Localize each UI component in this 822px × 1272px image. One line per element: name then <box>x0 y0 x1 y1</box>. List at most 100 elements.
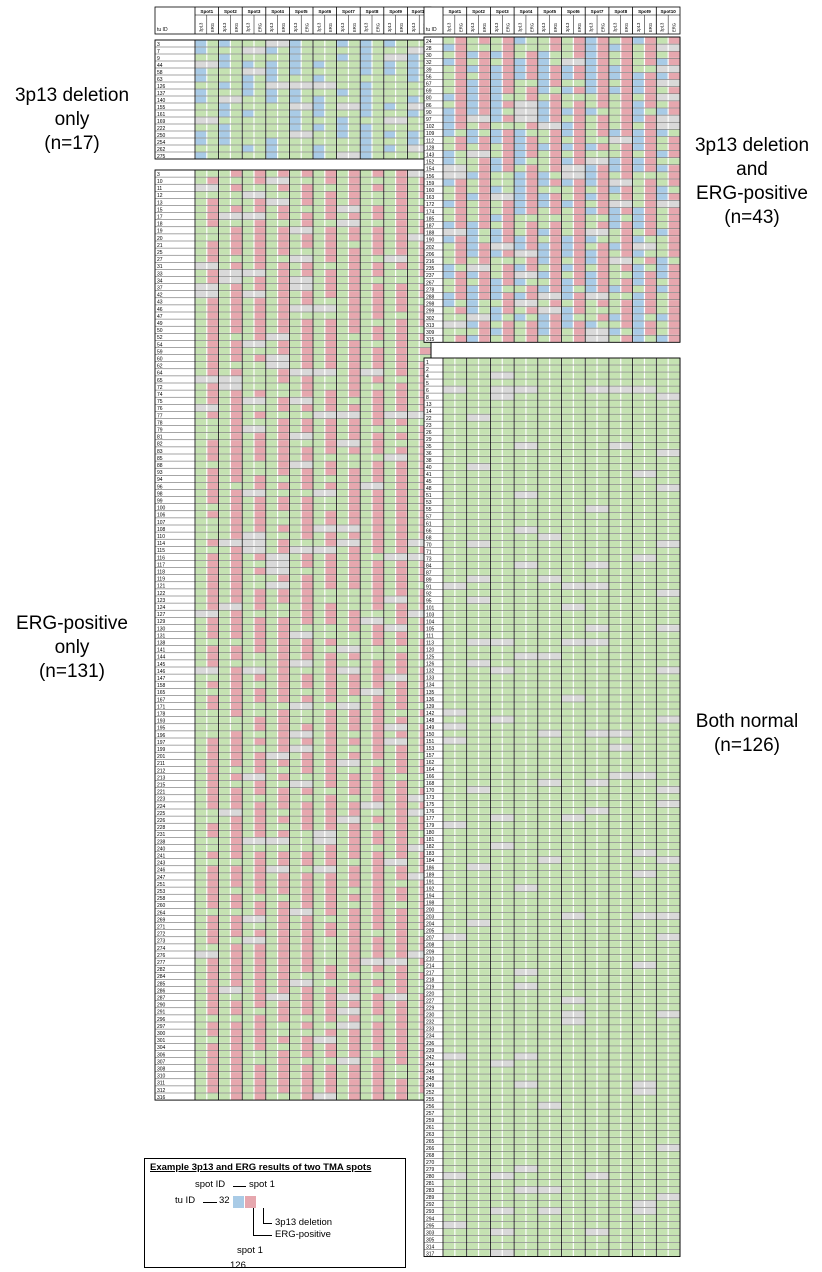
cell-erg <box>254 397 266 404</box>
cell-erg <box>254 731 266 738</box>
cell-erg <box>231 731 242 738</box>
cell-3p13 <box>313 560 325 568</box>
cell-3p13 <box>443 108 455 115</box>
tumor-id-label: 138 <box>157 641 166 647</box>
cell-erg <box>349 1029 360 1036</box>
cell-erg <box>550 407 561 414</box>
cell-3p13 <box>242 745 254 752</box>
cell-3p13 <box>467 271 478 278</box>
cell-3p13 <box>562 307 573 314</box>
cell-3p13 <box>562 470 573 477</box>
cell-3p13 <box>656 229 668 236</box>
cell-erg <box>597 200 609 207</box>
cell-erg <box>207 47 218 54</box>
cell-erg <box>455 435 467 442</box>
cell-3p13 <box>609 547 621 555</box>
cell-3p13 <box>656 293 668 300</box>
cell-3p13 <box>360 170 372 177</box>
cell-3p13 <box>633 101 644 108</box>
header-erg-label: ERG <box>672 23 677 32</box>
cell-3p13 <box>467 547 478 555</box>
cell-erg <box>372 369 384 376</box>
cell-3p13 <box>585 293 597 300</box>
cell-3p13 <box>290 291 301 298</box>
header-tu-id: tu ID <box>157 27 168 33</box>
cell-erg <box>621 428 632 435</box>
cell-erg <box>278 191 289 198</box>
cell-erg <box>372 1086 384 1093</box>
cell-erg <box>372 110 384 117</box>
cell-erg <box>349 546 360 553</box>
cell-erg <box>301 731 313 738</box>
cell-3p13 <box>195 340 207 348</box>
cell-erg <box>231 284 242 291</box>
cell-3p13 <box>266 887 277 894</box>
cell-erg <box>349 1008 360 1015</box>
cell-3p13 <box>242 117 254 124</box>
cell-erg <box>668 449 680 456</box>
cell-erg <box>301 170 313 177</box>
tumor-id-label: 126 <box>157 84 166 90</box>
cell-3p13 <box>538 414 550 421</box>
cell-erg <box>301 319 313 326</box>
cell-erg <box>207 184 218 191</box>
tumor-id-label: 223 <box>157 797 166 803</box>
cell-erg <box>254 103 266 110</box>
cell-erg <box>372 823 384 830</box>
cell-erg <box>597 108 609 115</box>
cell-erg <box>550 335 561 342</box>
cell-3p13 <box>337 1079 348 1086</box>
cell-erg <box>597 264 609 271</box>
cell-erg <box>349 603 360 610</box>
cell-erg <box>207 426 218 433</box>
cell-erg <box>301 276 313 284</box>
cell-erg <box>526 540 538 548</box>
cell-3p13 <box>219 75 230 82</box>
tumor-id-label: 35 <box>426 444 432 450</box>
cell-erg <box>325 639 336 646</box>
cell-3p13 <box>443 158 455 165</box>
cell-3p13 <box>609 393 621 400</box>
cell-3p13 <box>408 291 419 298</box>
cell-erg <box>349 177 360 184</box>
header-spot-label: Spot9 <box>389 9 402 14</box>
cell-erg <box>349 951 360 958</box>
cell-erg <box>278 908 289 916</box>
cell-3p13 <box>656 207 668 215</box>
cell-3p13 <box>219 930 230 937</box>
cell-erg <box>207 1065 218 1072</box>
cell-erg <box>479 179 490 186</box>
cell-3p13 <box>242 298 254 305</box>
cell-3p13 <box>514 540 526 548</box>
cell-erg <box>231 461 242 468</box>
cell-erg <box>278 82 289 89</box>
cell-3p13 <box>242 809 254 816</box>
cell-erg <box>573 58 585 65</box>
cell-3p13 <box>337 674 348 681</box>
cell-erg <box>502 400 514 407</box>
cell-3p13 <box>313 695 325 703</box>
cell-erg <box>455 87 467 94</box>
cell-3p13 <box>242 759 254 766</box>
cell-erg <box>372 383 384 390</box>
cell-erg <box>396 589 407 596</box>
cell-3p13 <box>219 269 230 277</box>
cell-3p13 <box>313 305 325 312</box>
cell-3p13 <box>290 1093 301 1100</box>
cell-3p13 <box>408 894 419 901</box>
cell-erg <box>349 426 360 433</box>
cell-3p13 <box>337 873 348 880</box>
cell-erg <box>455 456 467 463</box>
cell-erg <box>325 809 336 816</box>
cell-3p13 <box>408 124 419 131</box>
cell-erg <box>597 214 609 222</box>
cell-3p13 <box>408 511 419 518</box>
cell-erg <box>231 411 242 419</box>
cell-3p13 <box>242 376 254 383</box>
cell-erg <box>597 407 609 414</box>
cell-erg <box>396 532 407 539</box>
cell-3p13 <box>585 547 597 555</box>
cell-erg <box>621 463 632 470</box>
cell-3p13 <box>266 695 277 703</box>
cell-3p13 <box>562 407 573 414</box>
